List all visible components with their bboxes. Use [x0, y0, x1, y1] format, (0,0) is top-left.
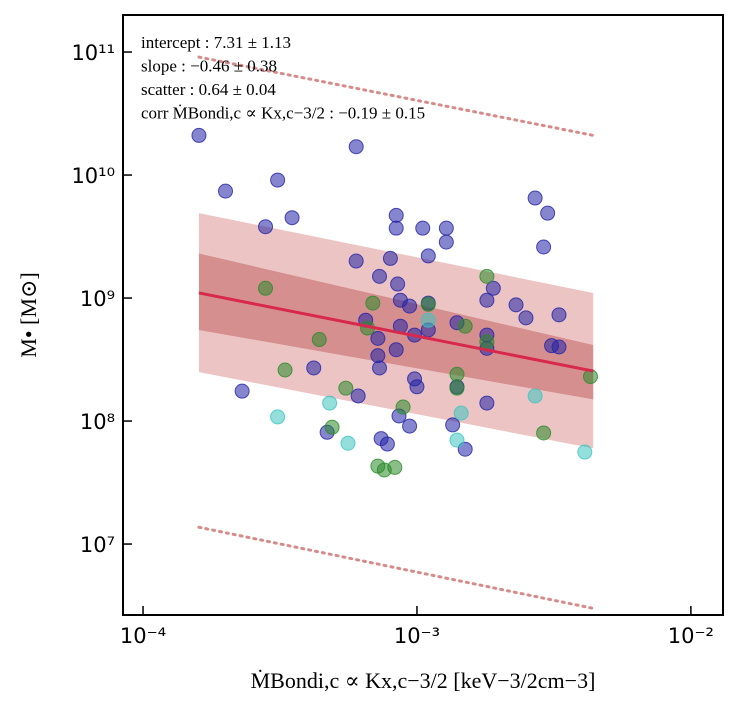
data-point — [370, 330, 386, 346]
data-point — [453, 405, 469, 421]
data-point — [395, 399, 411, 415]
fit-line — [198, 291, 594, 373]
data-point — [415, 220, 431, 236]
data-point — [508, 297, 524, 313]
data-point — [420, 296, 436, 312]
data-point — [551, 339, 567, 355]
data-point — [217, 183, 233, 199]
y-tick-label: 10⁸ — [80, 410, 115, 434]
data-point — [372, 268, 388, 284]
data-point — [382, 250, 398, 266]
x-axis-label: ṀBondi,c ∝ Kx,c−3/2 [keV−3/2cm−3] — [251, 668, 596, 693]
annotation: slope : −0.46 ± 0.38 — [141, 57, 277, 76]
data-point — [540, 205, 556, 221]
data-point — [350, 388, 366, 404]
data-point — [479, 268, 495, 284]
y-tick-label: 10¹⁰ — [71, 164, 115, 188]
data-point — [365, 295, 381, 311]
data-point — [449, 432, 465, 448]
data-point — [234, 383, 250, 399]
data-point — [387, 459, 403, 475]
data-point — [449, 380, 465, 396]
data-point — [438, 220, 454, 236]
plot-frame — [122, 14, 724, 616]
data-point — [338, 380, 354, 396]
annotation: scatter : 0.64 ± 0.04 — [141, 80, 276, 99]
data-point — [409, 379, 425, 395]
data-point — [348, 253, 364, 269]
data-point — [445, 417, 461, 433]
data-point — [438, 234, 454, 250]
data-point — [518, 310, 534, 326]
data-point — [191, 127, 207, 143]
data-point — [388, 207, 404, 223]
annotation: intercept : 7.31 ± 1.13 — [141, 33, 291, 52]
data-point — [311, 332, 327, 348]
data-point — [420, 312, 436, 328]
data-point — [402, 298, 418, 314]
data-point — [306, 360, 322, 376]
data-point — [536, 425, 552, 441]
data-point — [551, 307, 567, 323]
data-point — [457, 318, 473, 334]
scatter-line — [197, 525, 595, 610]
x-tick-label: 10⁻⁴ — [120, 624, 166, 648]
data-point — [258, 219, 274, 235]
data-point — [340, 435, 356, 451]
data-point — [348, 139, 364, 155]
data-point — [479, 334, 495, 350]
data-point — [270, 409, 286, 425]
data-point — [420, 248, 436, 264]
data-point — [402, 418, 418, 434]
data-point — [485, 280, 501, 296]
data-point — [322, 395, 338, 411]
data-point — [527, 190, 543, 206]
data-point — [324, 419, 340, 435]
scatter-line — [197, 55, 595, 137]
y-tick-label: 10⁹ — [80, 287, 115, 311]
data-point — [270, 172, 286, 188]
data-point — [479, 395, 495, 411]
y-tick-label: 10¹¹ — [71, 41, 115, 65]
x-tick-label: 10⁻³ — [394, 624, 440, 648]
data-point — [388, 220, 404, 236]
y-tick-label: 10⁷ — [80, 533, 115, 557]
data-point — [449, 366, 465, 382]
data-point — [370, 348, 386, 364]
data-point — [379, 436, 395, 452]
data-point — [390, 276, 406, 292]
data-point — [527, 388, 543, 404]
x-tick-label: 10⁻² — [668, 624, 714, 648]
data-point — [277, 362, 293, 378]
data-point — [372, 360, 388, 376]
data-point — [577, 444, 593, 460]
annotation: corr ṀBondi,c ∝ Kx,c−3/2 : −0.19 ± 0.15 — [141, 104, 425, 123]
y-axis-label: M• [M⊙] — [16, 272, 41, 357]
data-point — [536, 239, 552, 255]
data-point — [388, 342, 404, 358]
data-point — [479, 292, 495, 308]
data-point — [284, 210, 300, 226]
data-point — [258, 280, 274, 296]
